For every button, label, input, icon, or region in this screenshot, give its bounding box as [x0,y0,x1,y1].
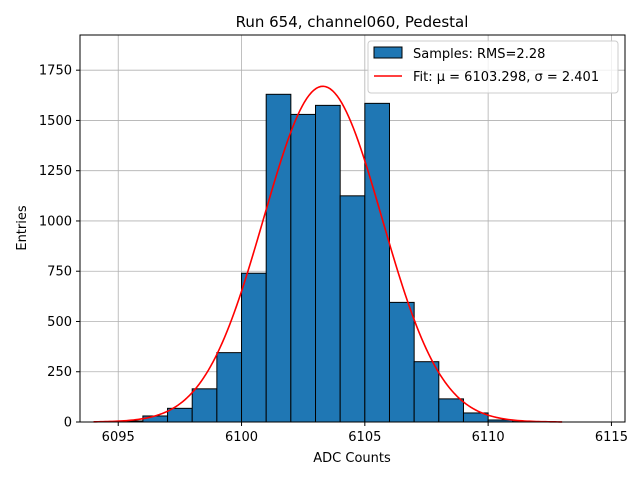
legend-box [367,40,619,94]
legend: Samples: RMS=2.28 Fit: μ = 6103.298, σ =… [367,40,619,94]
x-tick-label: 6115 [595,430,628,445]
legend-histogram-label: Samples: RMS=2.28 [413,47,545,62]
histogram-bars [117,93,538,423]
y-tick-label: 750 [47,265,72,280]
y-tick-label: 1750 [39,64,72,79]
histogram-bar [339,195,366,423]
chart-title: Run 654, channel060, Pedestal [236,13,469,31]
histogram-bar [216,352,243,423]
legend-histogram-swatch [373,46,403,59]
y-tick-label: 0 [64,416,72,431]
y-tick-label: 1500 [39,114,72,129]
y-tick-label: 500 [47,315,72,330]
y-axis-ticks: 0 250 500 750 1000 1250 1500 1750 [39,64,80,431]
histogram-bar [191,388,218,423]
y-tick-label: 250 [47,365,72,380]
x-tick-label: 6095 [102,430,135,445]
y-tick-label: 1250 [39,164,72,179]
histogram-bar [388,301,415,423]
fit-curve-group [93,85,563,423]
legend-fit-label: Fit: μ = 6103.298, σ = 2.401 [413,70,599,85]
histogram-bar [413,361,440,423]
x-tick-label: 6110 [472,430,505,445]
histogram-bar [142,415,169,423]
x-axis-label: ADC Counts [313,451,391,466]
x-tick-label: 6105 [348,430,381,445]
histogram-bar [241,272,267,423]
histogram-bar [438,398,464,423]
histogram-bar [315,104,341,423]
fit-curve [93,85,563,423]
histogram-bar [290,113,317,423]
y-tick-label: 1000 [39,214,72,229]
plot-frame [79,34,626,423]
histogram-bar [167,407,193,423]
x-tick-label: 6100 [225,430,258,445]
y-axis-label: Entries [15,205,30,251]
histogram-bar [364,102,390,423]
x-axis-ticks: 6095 6100 6105 6110 6115 [102,422,628,445]
